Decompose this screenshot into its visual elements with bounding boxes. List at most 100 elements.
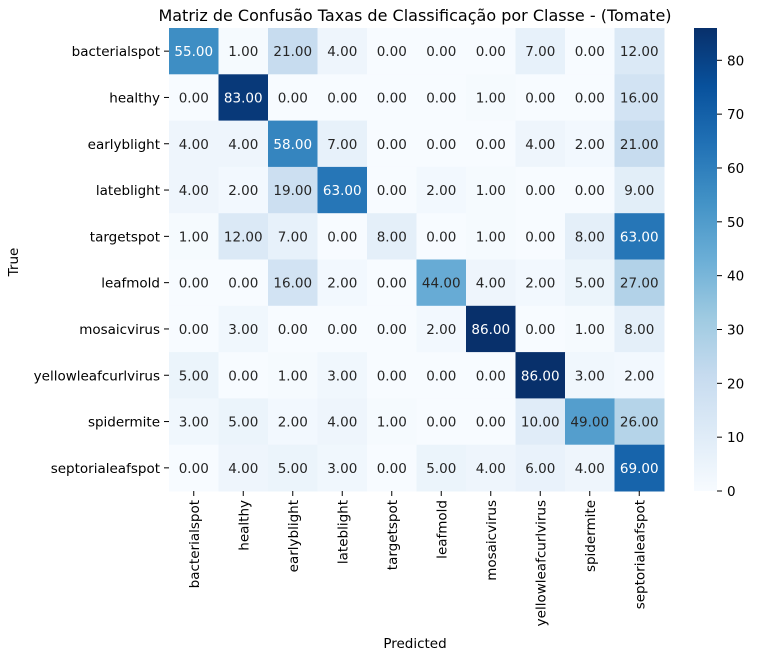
heatmap-cell (317, 444, 368, 492)
cell-value-label: 1.00 (575, 322, 605, 338)
colorbar-tick-label: 70 (727, 107, 744, 123)
cell-value-label: 3.00 (179, 415, 209, 431)
cell-value-label: 16.00 (273, 276, 312, 292)
chart-title: Matriz de Confusão Taxas de Classificaçã… (158, 6, 671, 25)
heatmap-cell (218, 213, 269, 260)
cell-value-label: 0.00 (377, 90, 407, 106)
cell-value-label: 0.00 (278, 90, 308, 106)
heatmap-cell (466, 28, 516, 75)
cell-value-label: 2.00 (426, 322, 456, 338)
cell-value-label: 2.00 (228, 183, 258, 199)
y-tick-label: septorialeafspot (51, 461, 160, 477)
heatmap-cell (515, 74, 566, 122)
heatmap-cell (614, 444, 665, 492)
cell-value-label: 8.00 (575, 229, 605, 245)
heatmap-cell (367, 166, 417, 214)
cell-value-label: 0.00 (575, 90, 605, 106)
cell-value-label: 63.00 (620, 229, 659, 245)
y-axis-label: True (6, 248, 22, 278)
heatmap-cell (416, 74, 467, 122)
heatmap-cell (565, 259, 615, 307)
heatmap-cell (218, 166, 269, 214)
cell-value-label: 1.00 (377, 415, 407, 431)
heatmap-cell (169, 74, 219, 122)
y-tick-label: mosaicvirus (79, 322, 160, 338)
cell-value-label: 2.00 (327, 276, 357, 292)
cell-value-label: 0.00 (278, 322, 308, 338)
heatmap-cell (565, 213, 615, 260)
heatmap-cell (218, 352, 269, 399)
heatmap-cell (268, 120, 318, 168)
cell-value-label: 0.00 (426, 368, 456, 384)
cell-value-label: 2.00 (624, 368, 654, 384)
heatmap-cell (218, 305, 269, 353)
cell-value-label: 0.00 (377, 368, 407, 384)
cell-value-label: 0.00 (377, 276, 407, 292)
cell-value-label: 49.00 (570, 415, 609, 431)
cell-value-label: 0.00 (525, 322, 555, 338)
heatmap-cell (169, 120, 219, 168)
colorbar-tick-label: 50 (727, 215, 744, 231)
cell-value-label: 7.00 (525, 44, 555, 60)
heatmap-cell (367, 259, 417, 307)
cell-value-label: 86.00 (521, 368, 560, 384)
cell-value-label: 0.00 (426, 229, 456, 245)
heatmap-cell (268, 259, 318, 307)
cell-value-label: 58.00 (273, 137, 312, 153)
cell-value-label: 0.00 (228, 276, 258, 292)
cell-value-label: 0.00 (377, 183, 407, 199)
heatmap-cell (466, 398, 516, 446)
heatmap-cell (317, 28, 368, 75)
y-tick-label: healthy (109, 90, 160, 106)
heatmap-cell (466, 444, 516, 492)
x-axis-label: Predicted (383, 636, 446, 652)
heatmap-cell (515, 305, 566, 353)
cell-value-label: 2.00 (525, 276, 555, 292)
y-tick-label: yellowleafcurlvirus (34, 368, 160, 384)
heatmap-cell (466, 259, 516, 307)
cell-value-label: 4.00 (228, 461, 258, 477)
heatmap-cell (367, 120, 417, 168)
x-tick-label: bacterialspot (187, 500, 203, 588)
cell-value-label: 4.00 (575, 461, 605, 477)
x-tick-label: earlyblight (286, 500, 302, 572)
heatmap-cell (317, 305, 368, 353)
cell-value-label: 5.00 (278, 461, 308, 477)
heatmap-cell (169, 352, 219, 399)
cell-value-label: 0.00 (377, 461, 407, 477)
heatmap-cell (367, 213, 417, 260)
x-tick-label: spidermite (583, 500, 599, 572)
heatmap-cell (614, 305, 665, 353)
cell-value-label: 3.00 (327, 461, 357, 477)
heatmap-cell (565, 74, 615, 122)
heatmap-cell (367, 398, 417, 446)
cell-value-label: 0.00 (476, 44, 506, 60)
heatmap-cell (515, 259, 566, 307)
heatmap-cell (317, 398, 368, 446)
colorbar-tick-label: 60 (727, 161, 744, 177)
heatmap-cell (416, 444, 467, 492)
heatmap-cell (169, 28, 219, 75)
heatmap-cell (169, 305, 219, 353)
heatmap-cell (268, 28, 318, 75)
heatmap-cell (416, 166, 467, 214)
heatmap-cell (268, 213, 318, 260)
y-tick-label: leafmold (101, 276, 160, 292)
heatmap-cell (317, 352, 368, 399)
heatmap-cell (416, 398, 467, 446)
heatmap-cell (614, 74, 665, 122)
heatmap-cell (367, 74, 417, 122)
cell-value-label: 0.00 (377, 322, 407, 338)
colorbar-ticks: 0 10 20 30 40 50 60 70 80 (717, 53, 744, 500)
cell-value-label: 8.00 (377, 229, 407, 245)
heatmap-cell (169, 259, 219, 307)
heatmap-cell (515, 213, 566, 260)
heatmap-cell (416, 352, 467, 399)
cell-value-label: 0.00 (228, 368, 258, 384)
cell-value-label: 86.00 (471, 322, 510, 338)
cell-value-label: 7.00 (278, 229, 308, 245)
colorbar-tick-label: 30 (727, 322, 744, 338)
heatmap-cell (416, 120, 467, 168)
cell-value-label: 4.00 (179, 183, 209, 199)
cell-value-label: 27.00 (620, 276, 659, 292)
